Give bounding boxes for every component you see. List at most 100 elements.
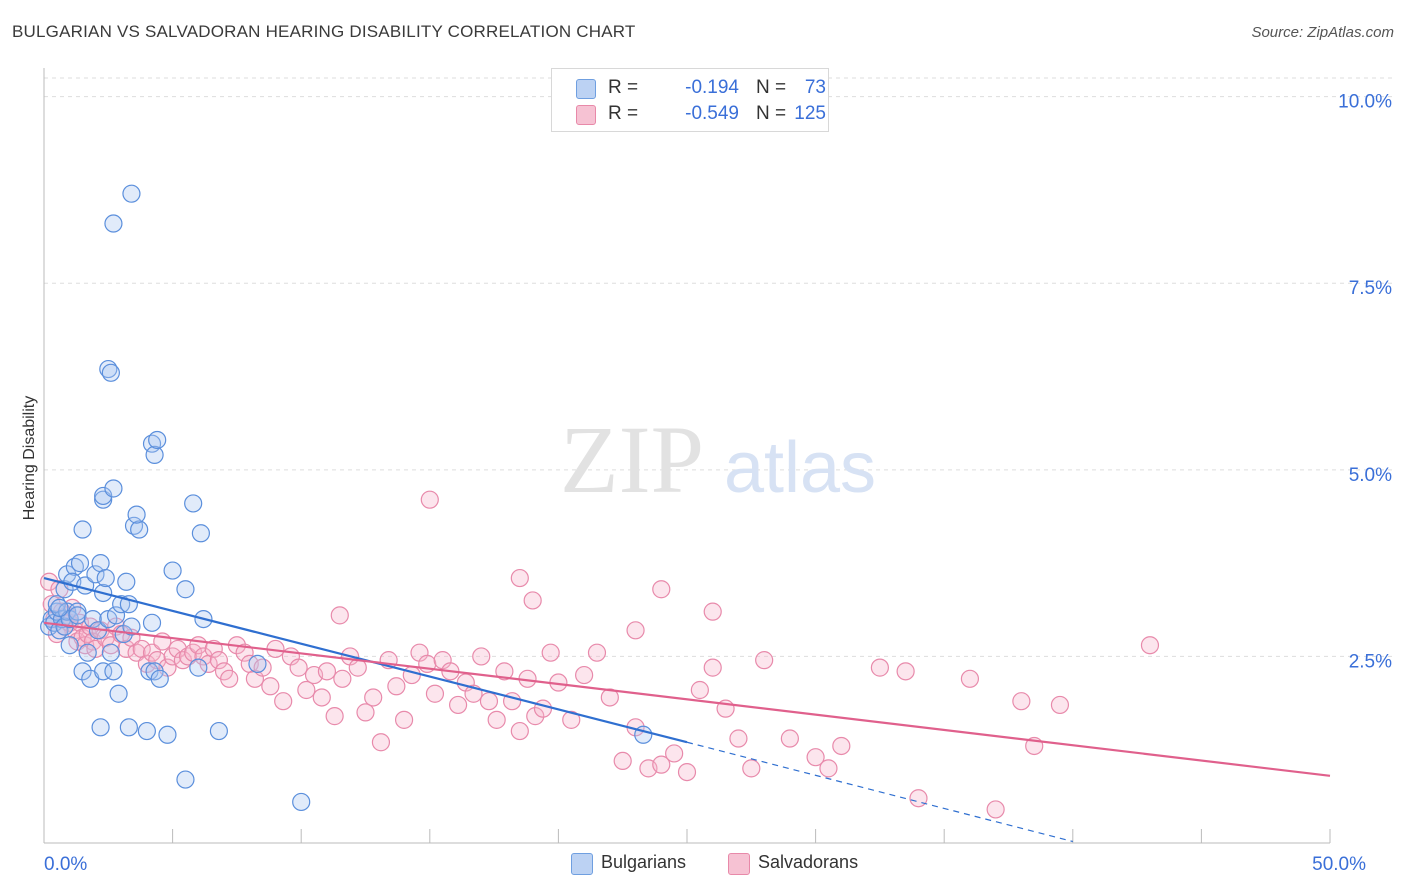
- salvadoran-point: [755, 651, 774, 670]
- salvadoran-point: [168, 639, 187, 659]
- salvadoran-point: [420, 490, 439, 509]
- bulgarian-point: [163, 561, 182, 580]
- salvadoran-point: [652, 580, 671, 599]
- bulgarian-point: [73, 520, 92, 539]
- y-tick-label: 10.0%: [1338, 92, 1392, 113]
- bulgarian-point: [122, 184, 141, 203]
- salvadoran-point: [1140, 636, 1160, 655]
- bulgarian-point: [145, 445, 164, 465]
- bulgarian-point: [109, 684, 128, 703]
- legend-r-value: -0.549: [685, 103, 739, 124]
- bulgarian-point: [292, 792, 311, 812]
- salvadoran-point: [330, 606, 349, 625]
- trend-lines: [43, 576, 1331, 843]
- bulgarian-point: [94, 486, 113, 506]
- salvadoran-point: [204, 639, 223, 659]
- salvadoran-point: [510, 721, 529, 741]
- legend-swatch-bulgarians: [576, 79, 596, 99]
- salvadoran-point: [677, 762, 697, 782]
- bulgarian-point: [150, 669, 169, 688]
- bulgarian-point: [94, 662, 113, 681]
- salvadoran-point: [261, 677, 280, 696]
- bulgarian-point: [176, 580, 195, 599]
- salvadoran-point: [425, 684, 445, 703]
- bulgarian-point: [140, 662, 159, 681]
- legend-label-salvadorans: Salvadorans: [758, 852, 859, 872]
- legend-swatch-bulgarians: [571, 853, 593, 875]
- y-tick-label: 5.0%: [1349, 465, 1392, 486]
- salvadoran-point: [690, 680, 709, 700]
- x-tick-label: 0.0%: [44, 854, 87, 875]
- salvadorans-points: [40, 490, 1160, 819]
- bulgarian-point: [91, 718, 110, 737]
- bulgarian-point: [127, 505, 146, 524]
- bulgarian-point: [119, 718, 138, 737]
- salvadoran-point: [526, 707, 545, 726]
- bulgarian-point: [73, 662, 92, 681]
- salvadoran-point: [523, 591, 542, 610]
- salvadoran-point: [960, 669, 980, 688]
- bulgarian-point: [191, 524, 210, 543]
- bulgarian-point: [60, 636, 79, 655]
- salvadoran-point: [312, 688, 331, 707]
- bulgarians-points: [40, 184, 653, 812]
- salvadoran-point: [626, 621, 645, 640]
- bulgarian-point: [184, 494, 203, 513]
- bulgarian-point: [104, 214, 123, 233]
- x-tick-label: 50.0%: [1312, 854, 1366, 875]
- salvadoran-point: [819, 759, 838, 778]
- salvadoran-point: [364, 688, 383, 707]
- watermark-zip: ZIP: [560, 406, 704, 513]
- salvadoran-point: [780, 729, 799, 748]
- salvadoran-point: [209, 651, 228, 670]
- bulgarian-point: [176, 770, 195, 789]
- bulgarians-trend-extension: [686, 741, 1073, 843]
- salvadoran-point: [600, 688, 619, 707]
- bulgarian-point: [189, 658, 208, 677]
- salvadoran-point: [325, 707, 344, 726]
- salvadoran-point: [274, 692, 293, 711]
- axes: [43, 68, 1331, 844]
- bulgarian-point: [148, 430, 167, 450]
- bulgarian-point: [137, 721, 156, 741]
- bulgarian-point: [209, 721, 228, 741]
- salvadoran-point: [317, 662, 337, 681]
- salvadoran-point: [387, 677, 406, 696]
- salvadoran-point: [665, 744, 684, 763]
- salvadoran-point: [394, 710, 414, 729]
- salvadoran-point: [235, 643, 254, 662]
- salvadoran-point: [479, 692, 499, 711]
- bulgarian-point: [70, 554, 90, 573]
- salvadoran-point: [402, 665, 421, 685]
- legend-label-bulgarians: Bulgarians: [601, 852, 687, 872]
- salvadoran-point: [448, 695, 468, 715]
- source-label: Source: ZipAtlas.com: [1251, 24, 1394, 41]
- salvadoran-point: [137, 654, 156, 673]
- legend-swatch-salvadorans: [576, 105, 596, 125]
- salvadoran-point: [652, 755, 671, 774]
- salvadoran-point: [587, 643, 607, 662]
- bulgarian-point: [50, 598, 69, 618]
- salvadoran-point: [533, 699, 553, 718]
- bulgarian-point: [142, 613, 162, 632]
- salvadoran-point: [703, 602, 722, 621]
- salvadoran-point: [909, 789, 928, 808]
- salvadoran-point: [487, 710, 506, 729]
- tick-labels: 2.5% 5.0% 7.5% 10.0% 0.0% 50.0%: [44, 92, 1392, 875]
- bulgarian-point: [248, 654, 267, 673]
- salvadoran-point: [356, 703, 375, 722]
- bulgarian-point: [158, 725, 177, 744]
- bulgarian-point: [101, 643, 120, 662]
- salvadoran-point: [371, 733, 391, 752]
- salvadoran-point: [297, 680, 316, 700]
- salvadoran-point: [742, 759, 761, 778]
- legend-r-label: R =: [608, 103, 639, 124]
- bulgarian-point: [68, 606, 87, 625]
- bulgarian-point: [122, 617, 141, 636]
- salvadoran-point: [613, 751, 632, 771]
- bulgarian-point: [106, 606, 126, 625]
- salvadoran-point: [333, 669, 352, 688]
- legend-n-value: 73: [804, 77, 826, 98]
- salvadoran-point: [1050, 695, 1070, 715]
